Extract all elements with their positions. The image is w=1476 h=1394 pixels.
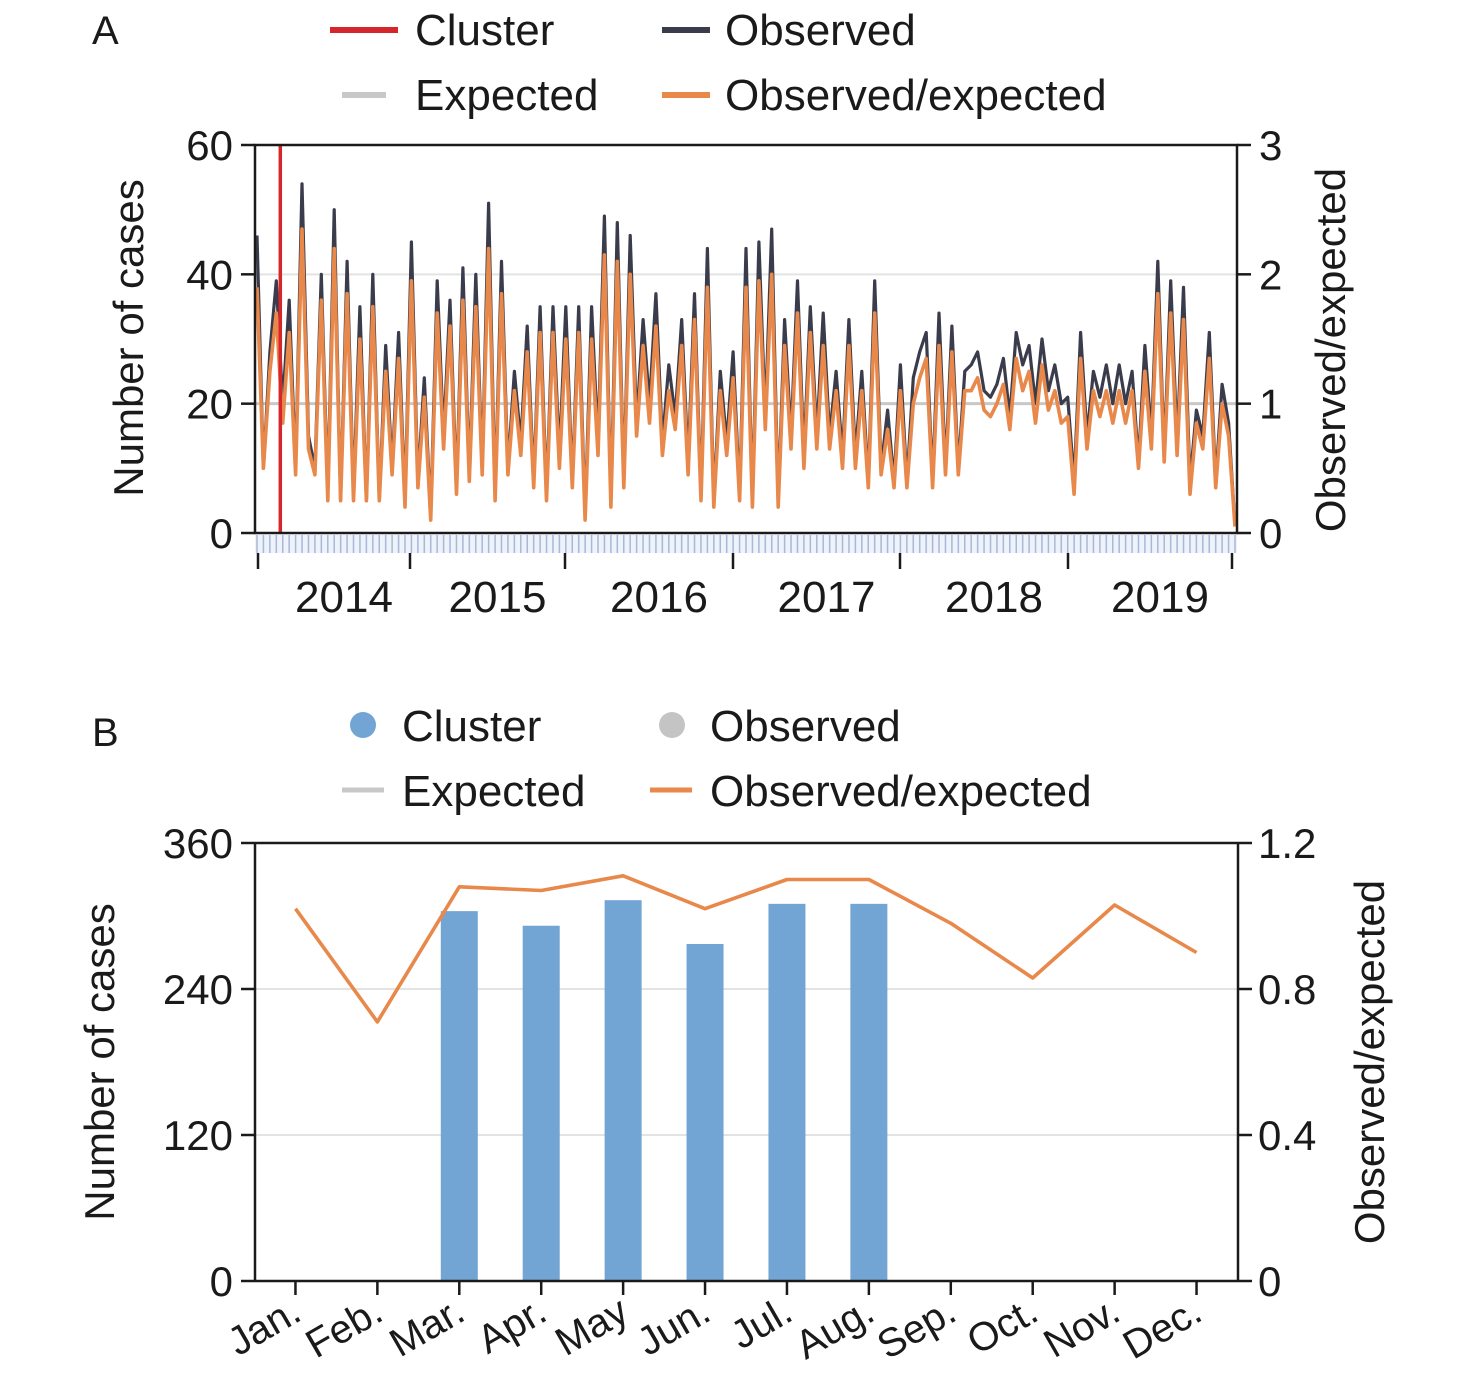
legend-b: Cluster Observed Expected Observed/expec… xyxy=(342,702,1092,816)
y-axis-left-title-b: Number of cases xyxy=(76,903,123,1220)
y-tick-label-right-b: 0 xyxy=(1258,1258,1281,1305)
x-tick-label-b: Aug. xyxy=(788,1289,881,1368)
y-tick-label-right-b: 0.8 xyxy=(1258,966,1316,1013)
x-tick-label-b: Jan. xyxy=(220,1289,307,1365)
x-tick-label-b: Dec. xyxy=(1116,1289,1209,1368)
x-tick-label-b: Apr. xyxy=(470,1289,554,1363)
y-tick-label-left-a: 60 xyxy=(186,122,233,169)
ratio-series-line-b xyxy=(294,874,1198,1024)
legend-b-expected-label: Expected xyxy=(402,767,585,816)
x-year-label-a: 2017 xyxy=(778,573,876,622)
x-year-label-a: 2014 xyxy=(295,573,393,622)
legend-b-observed-label: Observed xyxy=(710,702,901,751)
plot-frame-a xyxy=(253,143,1239,535)
y-tick-label-right-b: 0.4 xyxy=(1258,1112,1316,1159)
y-tick-label-left-a: 0 xyxy=(210,510,233,557)
y-axis-right-title-a: Observed/expected xyxy=(1307,168,1354,532)
legend-a-ratio-label: Observed/expected xyxy=(725,71,1107,120)
panel-a: A Cluster Observed Expected Observed/exp… xyxy=(92,6,1354,622)
y-tick-label-left-b: 0 xyxy=(210,1258,233,1305)
cluster-bar-aug xyxy=(850,903,888,1281)
cluster-bar-jul xyxy=(768,903,806,1281)
y-tick-label-right-b: 1.2 xyxy=(1258,820,1316,867)
legend-a-cluster-label: Cluster xyxy=(415,6,554,55)
x-tick-label-b: May xyxy=(548,1289,635,1365)
legend-b-ratio-label: Observed/expected xyxy=(710,767,1092,816)
x-tick-label-b: Jun. xyxy=(630,1289,717,1365)
cluster-bar-may xyxy=(604,900,642,1281)
y-axis-right-title-b: Observed/expected xyxy=(1346,880,1393,1244)
cluster-bar-apr xyxy=(522,925,560,1281)
x-tick-label-b: Oct. xyxy=(960,1289,1046,1364)
y-tick-label-right-a: 2 xyxy=(1259,251,1282,298)
legend-b-cluster-label: Cluster xyxy=(402,702,541,751)
x-tick-label-b: Mar. xyxy=(382,1289,471,1366)
panel-b: B Cluster Observed Expected Observed/exp… xyxy=(76,702,1393,1368)
x-tick-label-b: Nov. xyxy=(1036,1289,1127,1367)
legend-a: Cluster Observed Expected Observed/expec… xyxy=(330,6,1107,120)
cluster-bar-jun xyxy=(686,943,724,1281)
plot-area-a: 0 20 40 60 0 1 2 3 2014 2015 2016 2017 2018 2019 xyxy=(186,122,1282,622)
ratio-series-line-a xyxy=(255,227,1237,527)
y-axis-left-title-a: Number of cases xyxy=(105,179,152,496)
panel-b-label: B xyxy=(92,711,119,755)
y-tick-label-left-b: 120 xyxy=(163,1112,233,1159)
y-tick-label-left-b: 240 xyxy=(163,966,233,1013)
y-tick-label-left-a: 20 xyxy=(186,381,233,428)
plot-area-b: 012024036000.40.81.2Jan.Feb.Mar.Apr.MayJ… xyxy=(163,820,1316,1368)
cluster-bar-mar xyxy=(440,911,478,1281)
x-year-label-a: 2019 xyxy=(1111,573,1209,622)
x-tick-label-b: Feb. xyxy=(299,1289,390,1367)
y-tick-label-right-a: 1 xyxy=(1259,381,1282,428)
x-year-label-a: 2018 xyxy=(945,573,1043,622)
y-tick-label-right-a: 0 xyxy=(1259,510,1282,557)
y-tick-label-left-a: 40 xyxy=(186,251,233,298)
legend-a-observed-label: Observed xyxy=(725,6,916,55)
y-tick-label-left-b: 360 xyxy=(163,820,233,867)
legend-b-observed-swatch xyxy=(659,712,685,738)
panel-a-label: A xyxy=(92,9,119,53)
month-tick-strip-a xyxy=(255,535,1237,553)
x-tick-label-b: Sep. xyxy=(870,1289,963,1368)
x-year-label-a: 2016 xyxy=(610,573,708,622)
x-tick-label-b: Jul. xyxy=(724,1289,800,1358)
legend-b-cluster-swatch xyxy=(350,712,376,738)
y-tick-label-right-a: 3 xyxy=(1259,122,1282,169)
legend-a-expected-label: Expected xyxy=(415,71,598,120)
x-year-label-a: 2015 xyxy=(449,573,547,622)
